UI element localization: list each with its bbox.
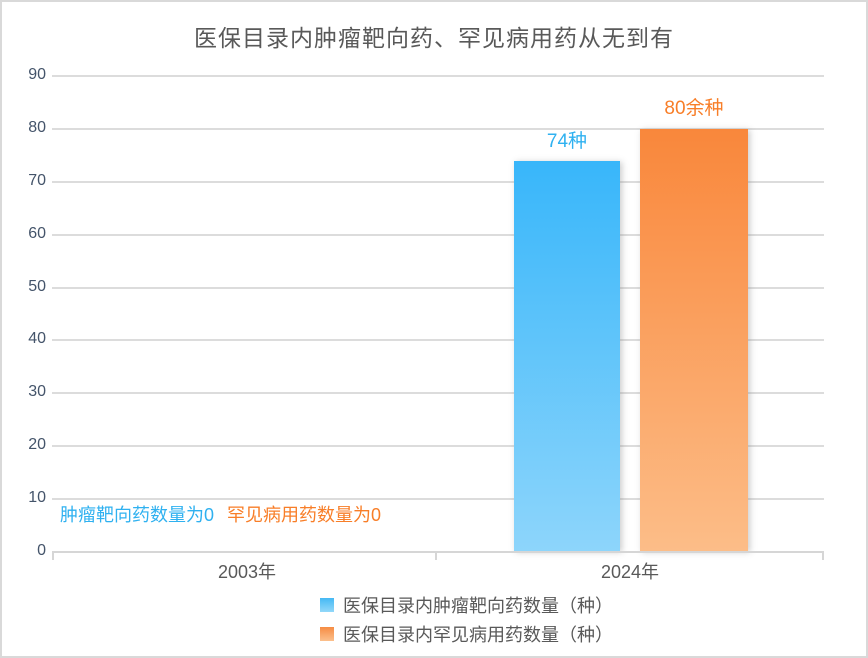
y-tick-label: 10 [28,489,46,506]
gridline-40 [52,339,824,341]
y-tick-label: 30 [28,383,46,400]
legend-label-tumor: 医保目录内肿瘤靶向药数量（种） [343,595,613,616]
x-axis-tick-left [52,551,54,560]
bar-rare-2024 [640,129,748,551]
y-tick-label: 80 [28,119,46,136]
y-tick-label: 0 [37,542,46,559]
gridline-10 [52,498,824,500]
gridline-50 [52,287,824,289]
y-tick-label: 40 [28,330,46,347]
gridline-70 [52,181,824,183]
legend: 医保目录内肿瘤靶向药数量（种） 医保目录内罕见病用药数量（种） [320,592,613,650]
gridline-30 [52,392,824,394]
x-category-2024: 2024年 [600,562,660,582]
y-tick-label: 20 [28,436,46,453]
chart-title: 医保目录内肿瘤靶向药、罕见病用药从无到有 [194,25,674,51]
x-category-2003: 2003年 [217,562,277,582]
gridline-20 [52,445,824,447]
y-tick-label: 90 [28,66,46,83]
gridline-90 [52,75,824,77]
legend-label-rare: 医保目录内罕见病用药数量（种） [343,624,613,645]
x-axis-tick-right [822,551,824,560]
y-tick-label: 60 [28,225,46,242]
y-tick-label: 70 [28,172,46,189]
legend-swatch-blue-icon [320,597,334,612]
x-axis-line [52,551,824,553]
gridline-60 [52,234,824,236]
y-tick-label: 50 [28,278,46,295]
x-axis-tick-middle [435,551,437,560]
bar-label-rare: 80余种 [664,98,724,119]
legend-swatch-orange-icon [320,626,334,641]
bar-label-tumor: 74种 [546,131,588,152]
gridline-80 [52,128,824,130]
annotation-rare-zero: 罕见病用药数量为0 [227,505,382,525]
legend-item-rare: 医保目录内罕见病用药数量（种） [320,621,613,646]
bar-tumor-2024 [514,161,620,551]
annotation-tumor-zero: 肿瘤靶向药数量为0 [60,505,215,525]
legend-item-tumor: 医保目录内肿瘤靶向药数量（种） [320,592,613,617]
